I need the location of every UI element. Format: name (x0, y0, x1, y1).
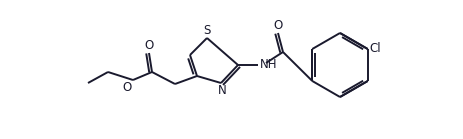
Text: Cl: Cl (369, 43, 381, 55)
Text: S: S (203, 24, 210, 37)
Text: O: O (144, 39, 153, 52)
Text: N: N (217, 84, 226, 97)
Text: O: O (123, 81, 131, 94)
Text: NH: NH (259, 59, 277, 71)
Text: O: O (273, 19, 282, 32)
